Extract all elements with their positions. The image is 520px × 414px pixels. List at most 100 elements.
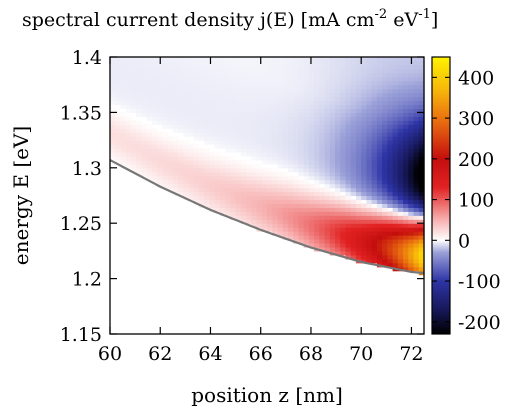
heatmap-cell [366,175,373,181]
heatmap-cell [125,144,132,149]
heatmap-cell [340,231,347,236]
heatmap-cell [413,199,420,205]
heatmap-cell [272,207,279,212]
heatmap-cell [136,84,142,90]
heatmap-cell [198,199,205,205]
heatmap-cell [329,171,336,177]
heatmap-cell [198,155,205,161]
heatmap-cell [157,167,163,173]
heatmap-cell [403,76,409,82]
heatmap-cell [272,124,279,129]
heatmap-cell [256,116,263,121]
heatmap-cell [335,72,341,78]
heatmap-cell [413,159,420,165]
heatmap-cell [277,88,284,94]
heatmap-cell [329,100,336,106]
heatmap-cell [157,88,163,94]
heatmap-cell [355,57,362,62]
heatmap-cell [308,231,315,236]
heatmap-cell [382,128,388,133]
heatmap-cell [219,155,226,161]
heatmap-cell [235,179,242,185]
heatmap-cell [350,100,357,106]
heatmap-cell [319,80,326,86]
heatmap-cell [392,242,399,248]
heatmap-cell [261,104,268,110]
heatmap-cell [355,254,362,260]
band-edge-curve [109,159,425,275]
heatmap-cell [298,116,305,121]
heatmap-cell [397,151,404,157]
heatmap-cell [319,219,326,224]
heatmap-cell [366,215,373,220]
heatmap-cell [204,96,211,102]
heatmap-cell [287,124,294,129]
heatmap-cell [172,136,179,141]
heatmap-cell [324,187,331,193]
heatmap-cell [272,219,279,224]
heatmap-cell [345,163,352,169]
heatmap-cell [225,132,231,137]
heatmap-cell [219,76,226,82]
heatmap-cell [387,231,394,236]
heatmap-cell [335,124,341,129]
heatmap-cell [230,128,237,133]
heatmap-cell [418,80,425,86]
heatmap-cell [256,124,263,129]
heatmap-cell [387,128,394,133]
heatmap-cell [162,144,169,149]
heatmap-cell [314,151,320,157]
heatmap-cell [408,262,415,268]
heatmap-cell [314,199,320,205]
heatmap-cell [267,76,273,82]
heatmap-cell [355,72,362,78]
heatmap-cell [261,124,268,129]
heatmap-cell [329,215,336,220]
heatmap-cell [214,100,221,106]
heatmap-cell [293,124,299,129]
heatmap-cell [392,76,399,82]
heatmap-cell [335,116,341,121]
heatmap-cell [303,132,310,137]
heatmap-cell [293,100,299,106]
heatmap-cell [188,60,195,66]
heatmap-cell [120,155,127,161]
heatmap-cell [298,60,305,66]
heatmap-cell [392,195,399,201]
heatmap-cell [308,140,315,145]
heatmap-cell [267,60,273,66]
heatmap-cell [120,159,127,165]
heatmap-cell [146,167,153,173]
heatmap-cell [219,171,226,177]
heatmap-cell [324,116,331,121]
heatmap-cell [403,132,409,137]
heatmap-cell [376,167,383,173]
heatmap-cell [308,207,315,212]
heatmap-cell [403,155,409,161]
heatmap-cell [371,242,378,248]
heatmap-cell [110,112,116,117]
heatmap-cell [282,88,289,94]
heatmap-cell [345,96,352,102]
heatmap-cell [293,144,299,149]
heatmap-cell [392,68,399,74]
heatmap-cell [267,195,273,201]
heatmap-cell [110,140,116,145]
heatmap-cell [235,64,242,70]
heatmap-cell [214,108,221,113]
heatmap-cell [219,159,226,165]
heatmap-cell [413,92,420,98]
heatmap-cell [162,108,169,113]
heatmap-cell [392,88,399,94]
heatmap-cell [303,60,310,66]
heatmap-cell [319,92,326,98]
heatmap-cell [350,219,357,224]
heatmap-cell [172,57,179,62]
heatmap-cell [230,88,237,94]
heatmap-cell [298,120,305,125]
heatmap-cell [387,155,394,161]
heatmap-cell [314,191,320,197]
heatmap-cell [314,144,320,149]
heatmap-cell [361,84,368,90]
heatmap-cell [371,148,378,153]
